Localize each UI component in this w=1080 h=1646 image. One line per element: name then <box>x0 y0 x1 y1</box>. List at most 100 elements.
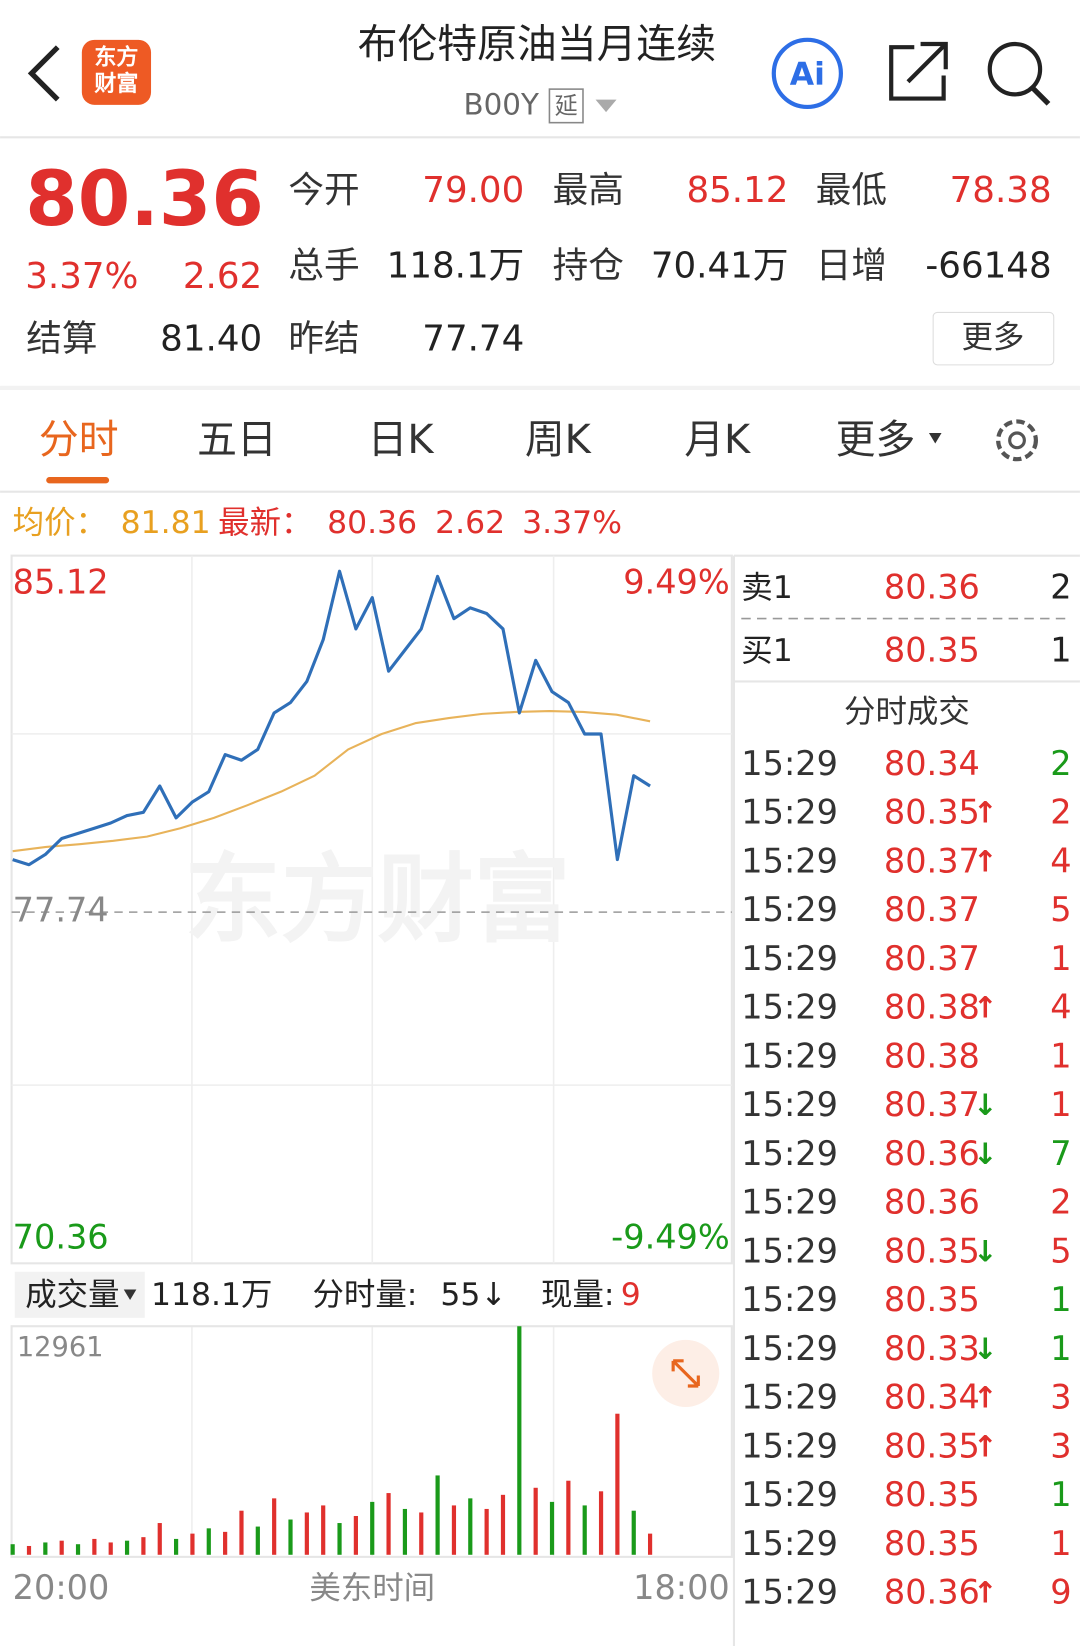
trade-qty: 5 <box>1050 1231 1071 1270</box>
trade-price: 80.34 <box>884 1378 980 1417</box>
volume-bar <box>647 1533 653 1555</box>
ai-button[interactable] <box>771 37 843 110</box>
volume-bar <box>272 1498 277 1555</box>
volume-bar <box>370 1501 375 1555</box>
trade-price: 80.35 <box>884 1280 980 1319</box>
field-label: 日增 <box>816 245 887 286</box>
volume-bar <box>468 1498 473 1555</box>
trade-time: 15:29 <box>741 1573 838 1612</box>
buy-qty: 1 <box>1050 631 1071 670</box>
buy-label: 买1 <box>741 633 792 669</box>
fen-value: 55↓ <box>440 1277 506 1313</box>
settings-button[interactable] <box>996 419 1038 462</box>
trade-time: 15:29 <box>741 841 838 880</box>
divider <box>0 385 1080 391</box>
volume-bar <box>533 1487 538 1555</box>
volume-bars <box>10 1326 653 1555</box>
trade-time: 15:29 <box>741 988 838 1027</box>
volume-bar <box>288 1519 293 1555</box>
volume-bar <box>549 1501 555 1555</box>
trade-time: 15:29 <box>741 1280 838 1319</box>
volume-bar <box>337 1523 342 1555</box>
field-label: 最低 <box>816 170 887 211</box>
volume-bar <box>451 1505 457 1555</box>
dropdown[interactable] <box>595 99 617 113</box>
trades: 15:29 80.34 215:29 80.35↑ 215:29 80.37↑ 415:29… <box>741 744 1071 1612</box>
tab[interactable]: 月K <box>684 417 751 463</box>
volume-bar <box>500 1494 506 1555</box>
trade-time: 15:29 <box>741 939 838 978</box>
share-button[interactable] <box>889 41 948 101</box>
trade-qty: 2 <box>1050 744 1071 783</box>
trade-qty: 4 <box>1050 988 1071 1027</box>
watermark: 东方财富 <box>185 843 571 956</box>
tab[interactable]: 周K <box>525 417 592 463</box>
volume-frame <box>10 1325 733 1558</box>
field-label: 持仓 <box>553 245 624 286</box>
trade-qty: 5 <box>1050 890 1071 929</box>
volume-bar <box>631 1510 636 1555</box>
trade-price: 80.36 <box>884 1134 980 1173</box>
volume-bar <box>157 1523 162 1555</box>
field-value: 85.12 <box>686 170 788 211</box>
tab[interactable]: 分时 <box>39 417 119 463</box>
volume-bar <box>124 1540 130 1555</box>
field-value: 78.38 <box>950 170 1052 211</box>
tab[interactable]: 五日 <box>197 417 277 463</box>
trade-price: 80.34 <box>884 744 980 783</box>
volume-selector[interactable] <box>14 1271 145 1318</box>
trade-price: 80.35 <box>884 1524 980 1563</box>
volume-bar <box>223 1531 228 1555</box>
trade-price: 80.35 <box>884 1231 980 1270</box>
tab-indicator <box>46 477 110 484</box>
trade-qty: 3 <box>1050 1426 1071 1465</box>
trade-qty: 7 <box>1050 1134 1071 1173</box>
trade-price: 80.37 <box>884 841 980 880</box>
search-button[interactable] <box>987 41 1043 97</box>
trade-time: 15:29 <box>741 1231 838 1270</box>
more-button[interactable] <box>932 311 1055 366</box>
tab[interactable]: 日K <box>368 417 435 463</box>
volume-bar <box>75 1544 81 1555</box>
trade-qty: 2 <box>1050 1183 1071 1222</box>
volume-bar <box>141 1537 146 1555</box>
field-value: 70.41万 <box>651 245 789 286</box>
trade-arrow: ↓ <box>973 1234 998 1268</box>
trade-arrow: ↑ <box>973 1576 998 1610</box>
expand-icon <box>671 1359 700 1388</box>
trade-time: 15:29 <box>741 1183 838 1222</box>
trade-qty: 1 <box>1050 1475 1071 1514</box>
sell-price: 80.36 <box>884 568 980 607</box>
now-value: 9 <box>621 1277 641 1313</box>
dropdown <box>928 432 942 444</box>
volume-bar <box>566 1480 571 1555</box>
volume-bar <box>59 1540 64 1555</box>
trade-time: 15:29 <box>741 1426 838 1465</box>
volume-total: 118.1万 <box>151 1277 272 1313</box>
now-label: 现量: <box>541 1277 614 1313</box>
volume-bar <box>598 1491 604 1555</box>
volume-max-label: 12961 <box>17 1332 104 1363</box>
trade-qty: 3 <box>1050 1378 1071 1417</box>
back-button[interactable] <box>27 45 60 102</box>
volume-label: 成交量 <box>25 1277 119 1313</box>
volume-bar <box>419 1512 424 1555</box>
trade-price: 80.37 <box>884 890 980 929</box>
grid <box>11 555 732 1557</box>
logo[interactable] <box>81 39 152 105</box>
trade-time: 15:29 <box>741 793 838 832</box>
tab[interactable]: 更多 <box>836 417 916 463</box>
fen-label: 分时量: <box>312 1277 417 1313</box>
x-end: 18:00 <box>633 1568 730 1607</box>
y-bottom-label: 70.36 <box>13 1218 109 1257</box>
volume-bar <box>26 1545 32 1555</box>
trades-title: 分时成交 <box>844 694 970 730</box>
trade-qty: 1 <box>1050 1036 1071 1075</box>
trade-qty: 1 <box>1050 1280 1071 1319</box>
trade-time: 15:29 <box>741 1378 838 1417</box>
trade-time: 15:29 <box>741 1329 838 1368</box>
volume-bar <box>402 1508 408 1555</box>
volume-bar <box>255 1526 260 1555</box>
volume-bar <box>615 1413 620 1555</box>
